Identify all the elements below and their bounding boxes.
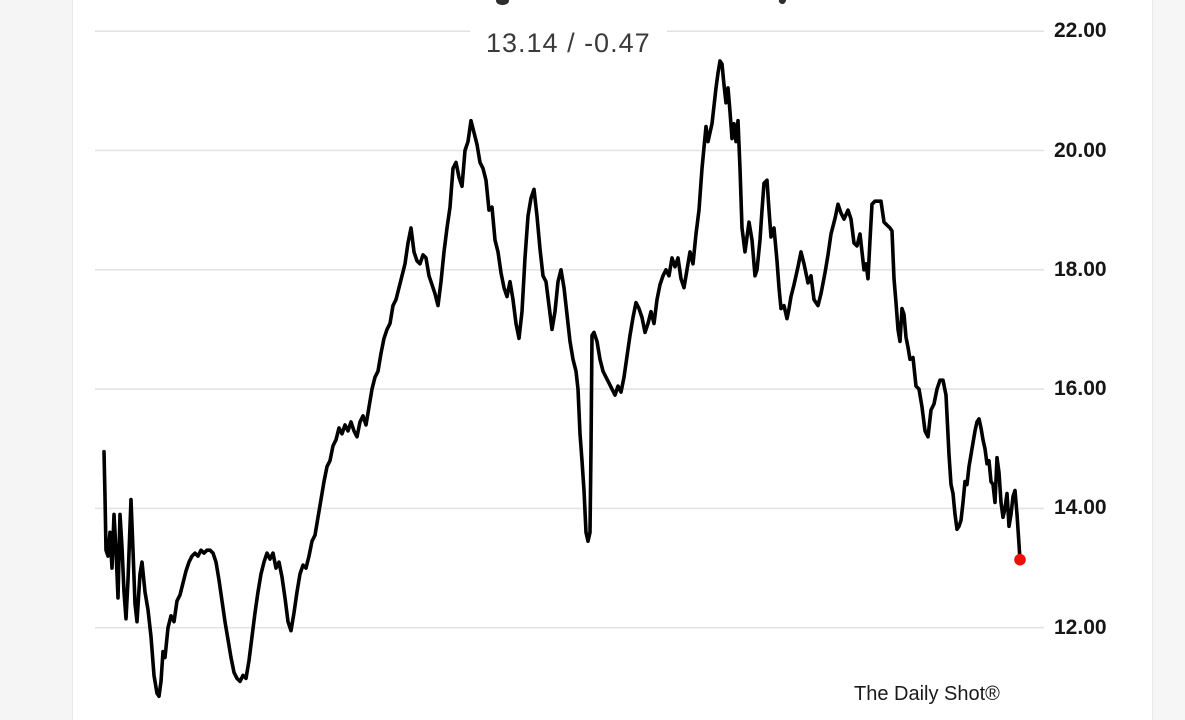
cropped-title-fragment	[496, 0, 509, 5]
daily-shot-attribution: The Daily Shot®	[854, 683, 1000, 705]
last-price-and-change-label: 13.14 / -0.47	[470, 28, 667, 59]
y-axis-label: 22.00	[1054, 19, 1107, 43]
y-axis-label: 18.00	[1054, 257, 1107, 281]
last-price-marker-dot	[1014, 553, 1026, 566]
price-line	[102, 59, 1022, 699]
y-axis-label: 14.00	[1054, 496, 1107, 520]
page-right-margin	[1152, 0, 1185, 720]
y-axis-label: 12.00	[1054, 615, 1107, 639]
y-axis-label: 16.00	[1054, 377, 1107, 401]
page-left-margin	[0, 0, 73, 720]
y-axis-label: 20.00	[1054, 138, 1107, 162]
